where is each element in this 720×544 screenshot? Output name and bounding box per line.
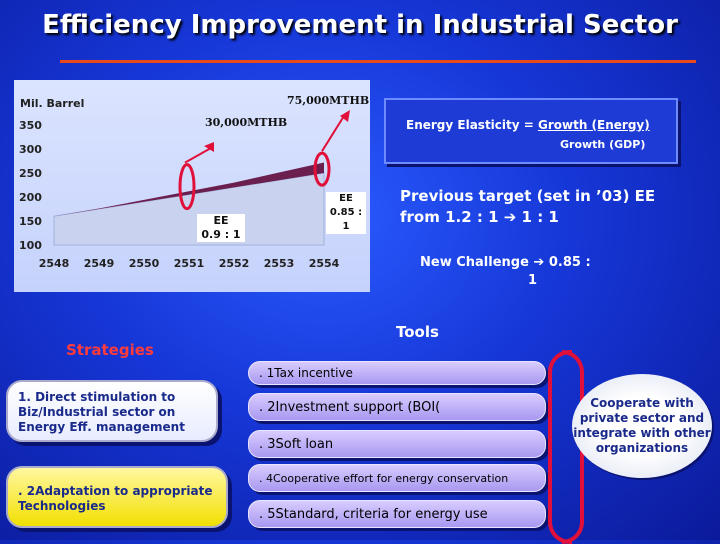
x-tick-label: 2549 — [84, 257, 115, 270]
tool-standard-criteria: . 5Standard, criteria for energy use — [248, 500, 546, 528]
annotation-75000: 75,000MTHB — [287, 94, 370, 107]
x-tick-label: 2554 — [309, 257, 340, 270]
y-tick-label: 200 — [19, 191, 42, 204]
y-tick-label: 300 — [19, 143, 42, 156]
previous-target-line2: from 1.2 : 1 ➔ 1 : 1 — [400, 208, 559, 226]
cooperate-ellipse: Cooperate with private sector and integr… — [572, 374, 712, 478]
elasticity-box: Energy Elasticity = Growth (Energy) Grow… — [384, 98, 678, 164]
highlight-ellipse-right — [313, 151, 331, 187]
arrow-75000 — [321, 115, 345, 152]
arrowhead-75000 — [340, 110, 350, 122]
new-challenge-line1: New Challenge ➔ 0.85 : — [420, 255, 591, 270]
highlight-ellipse-left — [178, 163, 196, 211]
y-tick-label: 350 — [19, 119, 42, 132]
tool-tax-incentive: . 1Tax incentive — [248, 361, 546, 385]
new-challenge: New Challenge ➔ 0.85 : 1 — [420, 254, 690, 290]
x-tick-label: 2548 — [39, 257, 70, 270]
strategies-heading: Strategies — [66, 341, 154, 359]
elasticity-denominator: Growth (GDP) — [560, 138, 646, 151]
cooperate-text: Cooperate with private sector and integr… — [573, 396, 711, 455]
strategy-direct-stimulation: 1. Direct stimulation to Biz/Industrial … — [6, 380, 218, 442]
tool-cooperative-effort: . 4Cooperative effort for energy conserv… — [248, 464, 546, 492]
elasticity-numerator: Growth (Energy) — [537, 118, 650, 132]
chart-panel: 350 300 250 200 150 100 2548 2549 2550 2551 2552 25… — [14, 80, 370, 292]
new-challenge-line2: 1 — [528, 273, 538, 288]
ee-right-line3: 1 — [342, 221, 350, 232]
ee-right-line2: 0.85 : — [329, 207, 363, 218]
ee-right-line1: EE — [339, 193, 353, 204]
strategy-adaptation: . 2Adaptation to appropriate Technologie… — [6, 466, 228, 528]
annotation-30000: 30,000MTHB — [205, 116, 288, 129]
ee-left-line2: 0.9 : 1 — [201, 228, 241, 241]
previous-target: Previous target (set in ’03) EE from 1.2… — [400, 186, 700, 228]
x-tick-label: 2551 — [174, 257, 205, 270]
x-tick-label: 2553 — [264, 257, 295, 270]
arrowhead-30000 — [204, 142, 214, 152]
title-underline — [60, 60, 696, 63]
energy-chart: 350 300 250 200 150 100 2548 2549 2550 2551 2552 25… — [19, 110, 350, 270]
page-title: Efficiency Improvement in Industrial Sec… — [42, 10, 678, 40]
x-tick-label: 2550 — [129, 257, 160, 270]
y-tick-label: 250 — [19, 167, 42, 180]
arrow-30000 — [184, 147, 212, 164]
y-tick-label: 100 — [19, 239, 42, 252]
ee-left-line1: EE — [213, 214, 229, 227]
tools-heading: Tools — [396, 323, 439, 341]
elasticity-prefix: Energy Elasticity = — [406, 118, 538, 132]
ee-right-label: EE 0.85 : 1 — [326, 192, 366, 234]
chart-ylabel: Mil. Barrel — [20, 97, 85, 110]
ee-left-label: EE 0.9 : 1 — [197, 214, 245, 242]
tool-soft-loan: . 3Soft loan — [248, 430, 546, 458]
x-tick-label: 2552 — [219, 257, 250, 270]
tool-investment-support: . 2Investment support (BOI( — [248, 393, 546, 421]
previous-target-line1: Previous target (set in ’03) EE — [400, 187, 656, 205]
elasticity-formula: Energy Elasticity = Growth (Energy) — [406, 118, 650, 132]
y-tick-label: 150 — [19, 215, 42, 228]
